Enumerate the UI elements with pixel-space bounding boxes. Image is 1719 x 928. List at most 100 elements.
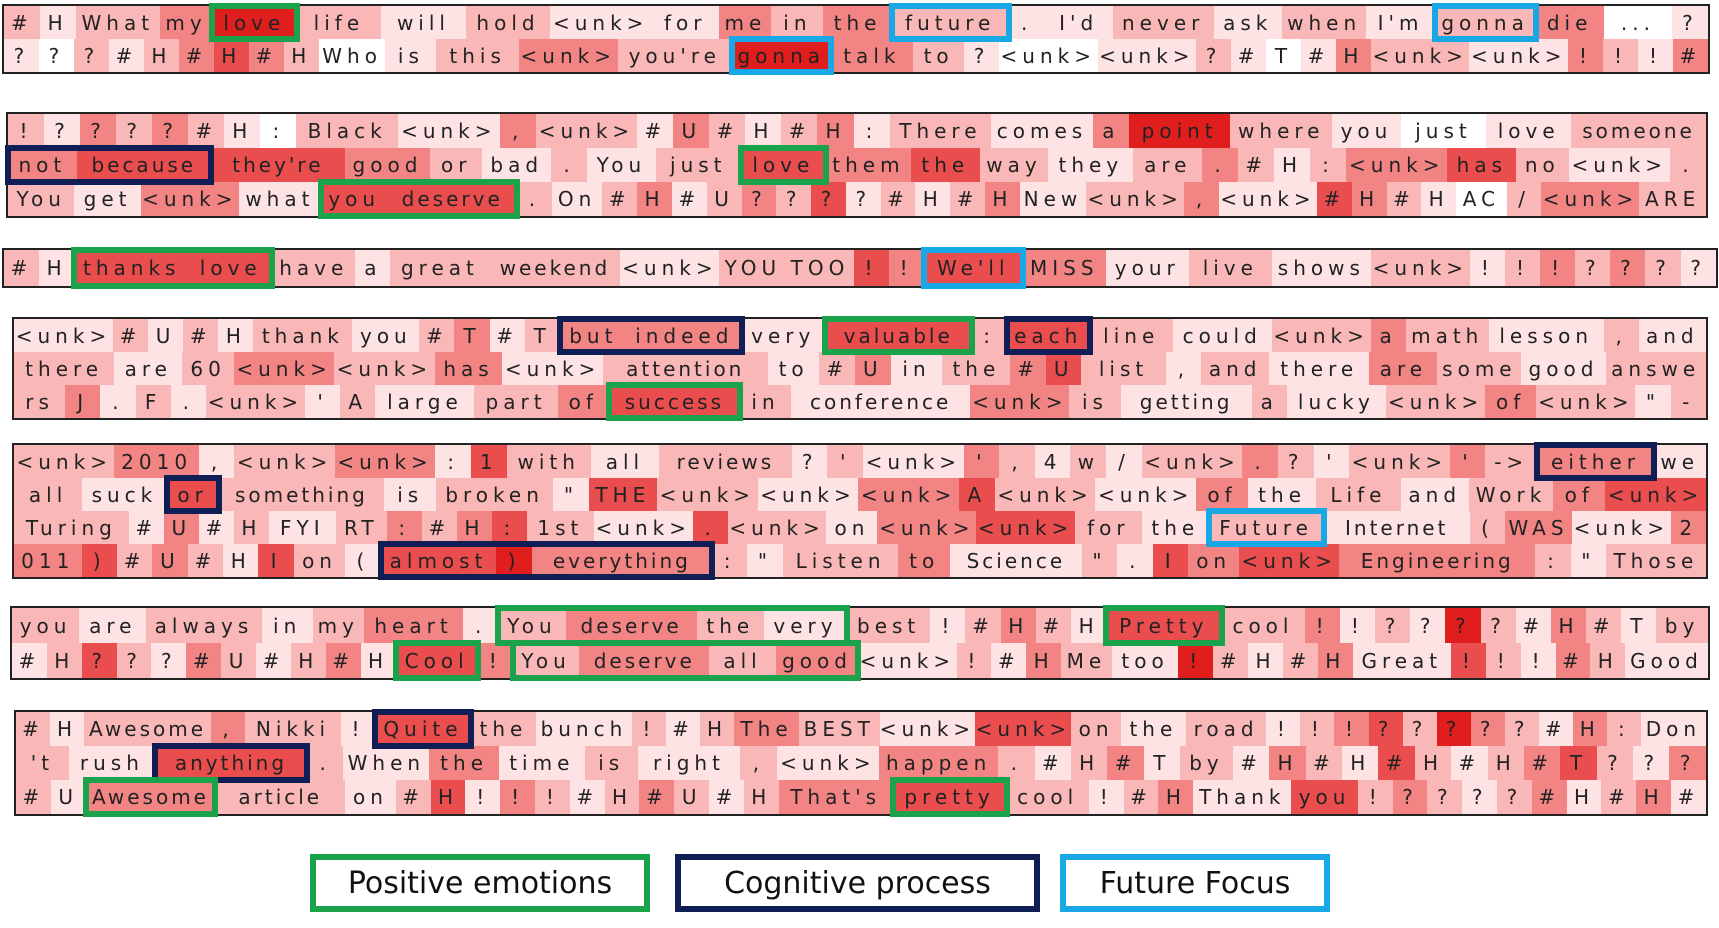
token: <unk> xyxy=(1097,39,1197,72)
token: list xyxy=(1081,352,1166,385)
token: T xyxy=(524,319,560,352)
token: # xyxy=(1316,182,1352,216)
token: <unk> xyxy=(518,39,618,72)
token: J xyxy=(65,385,101,418)
token: you xyxy=(321,182,388,216)
token: them xyxy=(825,148,911,182)
token: We'll xyxy=(923,250,1023,286)
token: BEST xyxy=(799,712,880,746)
token: <unk> xyxy=(757,478,859,511)
token: ? xyxy=(741,182,777,216)
token: ? xyxy=(845,182,881,216)
token: the xyxy=(823,6,892,39)
token: love xyxy=(740,148,826,182)
token: T xyxy=(1143,746,1181,780)
heatmap-block-7: # H Awesome, Nikki! Quite the bunch! # H The BEST <… xyxy=(14,710,1708,816)
token: article xyxy=(215,780,346,814)
token: # xyxy=(1601,780,1637,814)
token: / xyxy=(1506,182,1542,216)
token: H xyxy=(143,39,179,72)
token: H xyxy=(213,39,249,72)
token: Good xyxy=(1625,643,1708,678)
token: U xyxy=(674,780,710,814)
token: # xyxy=(1531,780,1567,814)
token: # xyxy=(819,352,856,385)
token: <unk> xyxy=(970,385,1070,418)
token: : xyxy=(1310,148,1347,182)
token: <unk> xyxy=(1346,148,1448,182)
token: H xyxy=(283,39,319,72)
token: my xyxy=(312,608,364,643)
token: conference xyxy=(791,385,971,418)
token: , xyxy=(1603,319,1639,352)
heatmap-line: # H What my love life will hold <unk> for me in the f… xyxy=(4,6,1708,39)
token: " xyxy=(1081,544,1118,577)
token: and xyxy=(1400,478,1469,511)
token: ? xyxy=(791,445,828,478)
token: just xyxy=(1400,114,1487,148)
token: H xyxy=(1274,148,1311,182)
token: H xyxy=(1158,780,1194,814)
token: # xyxy=(1231,39,1267,72)
token: 2010 xyxy=(114,445,199,478)
heatmap-line: you are always in my heart. You deserve the very b… xyxy=(12,608,1708,643)
token: all xyxy=(14,478,83,511)
token: H xyxy=(745,114,782,148)
token: H xyxy=(1000,608,1036,643)
token: heart xyxy=(363,608,464,643)
token: 't xyxy=(16,746,69,780)
token: rush xyxy=(68,746,155,780)
token: 011 xyxy=(14,544,82,577)
token: # xyxy=(965,608,1001,643)
token: H xyxy=(456,511,492,544)
token: TOO xyxy=(786,250,854,286)
token: # xyxy=(1232,746,1270,780)
token: point xyxy=(1128,114,1231,148)
token: I xyxy=(258,544,294,577)
token: H xyxy=(1335,39,1371,72)
token: could xyxy=(1172,319,1272,352)
token: ! xyxy=(1637,39,1673,72)
token: ( xyxy=(345,544,381,577)
token: # xyxy=(1515,608,1551,643)
token: - xyxy=(1670,385,1706,418)
token: AC xyxy=(1456,182,1507,216)
token: of xyxy=(1196,478,1248,511)
token: has xyxy=(434,352,503,385)
token: ! xyxy=(1357,780,1393,814)
token: reviews xyxy=(658,445,792,478)
token: H xyxy=(50,712,85,746)
token: H xyxy=(817,114,854,148)
token: # xyxy=(489,319,525,352)
token: for xyxy=(1074,511,1142,544)
token: U xyxy=(1045,352,1082,385)
token: <unk> xyxy=(234,445,335,478)
token: Pretty xyxy=(1106,608,1222,643)
token: when xyxy=(1281,6,1367,39)
token: ! xyxy=(888,250,924,286)
token: <unk> xyxy=(550,6,652,39)
token: <unk> xyxy=(877,511,977,544)
token: part xyxy=(474,385,558,418)
token: comes xyxy=(991,114,1093,148)
heatmap-block-1: # H What my love life will hold <unk> for me in the f… xyxy=(2,4,1710,74)
token: # xyxy=(1586,608,1622,643)
token: <unk> xyxy=(776,746,880,780)
token: the xyxy=(1248,478,1317,511)
token: love xyxy=(212,6,297,39)
token: a xyxy=(355,250,391,286)
token: or xyxy=(430,148,483,182)
token: is xyxy=(385,39,437,72)
token: " xyxy=(1635,385,1671,418)
token: attention xyxy=(602,352,768,385)
token: : xyxy=(1606,712,1641,746)
token: , xyxy=(198,445,235,478)
heatmap-line: <unk> 2010, <unk> <unk>:1 with all reviews? ' <u… xyxy=(14,445,1706,478)
token: # xyxy=(639,780,675,814)
token: U xyxy=(706,182,742,216)
token: ! xyxy=(1450,643,1486,678)
token: we xyxy=(1653,445,1706,478)
token: ! xyxy=(1178,643,1214,678)
token: by xyxy=(1180,746,1233,780)
